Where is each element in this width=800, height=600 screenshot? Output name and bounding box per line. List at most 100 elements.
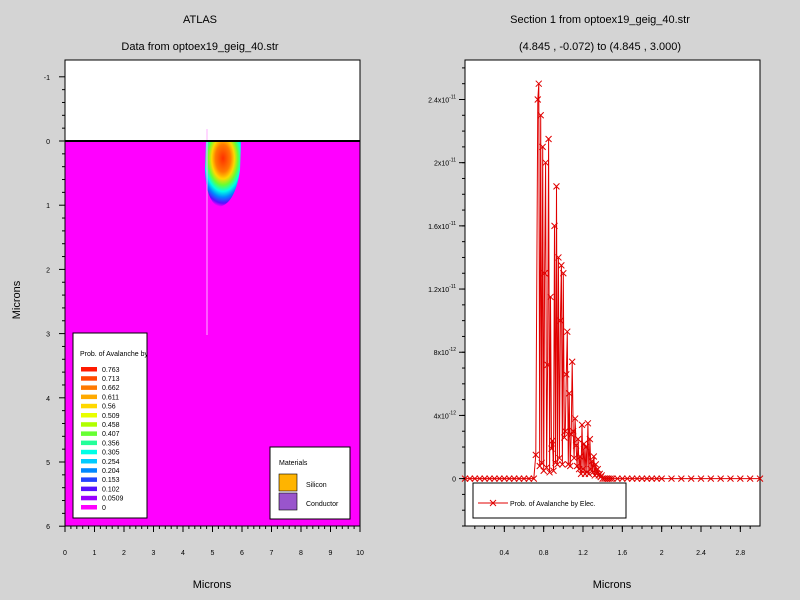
- chart-subtitle: (4.845 , -0.072) to (4.845 , 3.000): [519, 41, 681, 53]
- chart-data-point: [687, 475, 695, 482]
- chart-data-point: [588, 457, 596, 465]
- contour-legend-swatch: [81, 431, 97, 436]
- chart-data-point: [549, 437, 556, 445]
- left-x-tick-label: 8: [299, 550, 303, 557]
- chart-data-point: [618, 475, 626, 482]
- chart-data-point: [545, 135, 552, 143]
- contour-legend-value: 0.56: [102, 404, 116, 411]
- left-x-tick-label: 3: [152, 550, 156, 557]
- chart-x-tick-label: 0.8: [539, 550, 549, 557]
- chart-data-point: [569, 427, 577, 435]
- chart-data-point: [584, 419, 592, 427]
- chart-data-point: [571, 415, 579, 422]
- chart-data-point: [628, 475, 636, 482]
- left-y-tick-label: 5: [46, 460, 50, 467]
- contour-legend-value: 0.356: [102, 440, 120, 447]
- contour-legend-value: 0.102: [102, 486, 120, 493]
- chart-data-point: [559, 269, 567, 277]
- chart-legend-label: Prob. of Avalanche by Elec.: [510, 501, 596, 508]
- contour-legend-value: 0.509: [102, 413, 120, 420]
- chart-x-tick-label: 2: [660, 550, 664, 557]
- chart-data-point: [568, 358, 576, 366]
- chart-data-point: [633, 475, 641, 482]
- chart-data-point: [727, 475, 734, 482]
- chart-data-point: [515, 475, 523, 482]
- left-panel: ATLAS Data from optoex19_geig_40.str 0 1 2…: [11, 14, 364, 591]
- chart-series-line: [465, 83, 760, 480]
- chart-data-point: [697, 475, 705, 482]
- left-y-tick-label: 1: [46, 203, 50, 210]
- chart-data-point: [476, 475, 484, 482]
- contour-legend-value: 0: [102, 505, 106, 512]
- chart-data-point: [580, 440, 588, 448]
- chart-data-point: [565, 389, 573, 397]
- left-y-tick-label: 2: [46, 267, 50, 274]
- left-x-tick-label: 0: [63, 550, 67, 557]
- chart-data-point: [558, 461, 566, 468]
- chart-data-point: [563, 328, 571, 336]
- chart-data-point: [570, 454, 578, 462]
- chart-data-point: [491, 475, 498, 482]
- chart-legend-marker: [489, 499, 497, 507]
- chart-data-point: [548, 445, 555, 452]
- chart-data-point: [556, 454, 563, 462]
- chart-data-point: [542, 159, 549, 167]
- chart-data-point: [550, 467, 557, 475]
- chart-data-point: [585, 470, 593, 478]
- contour-legend-swatch: [81, 449, 97, 455]
- chart-data-point: [536, 462, 544, 470]
- chart-y-tick-label: 2x10-11: [434, 158, 456, 168]
- left-x-tick-label: 5: [211, 550, 215, 557]
- chart-data-point: [607, 475, 614, 482]
- chart-x-axis: 0.4 0.8 1.2 1.6 2 2.4 2.8: [474, 526, 751, 557]
- contour-legend-swatch: [81, 486, 97, 492]
- contour-legend-entries: 0.763 0.713 0.662 0.611 0.56 0.509 0.458 0.407 0…: [81, 367, 124, 512]
- chart-data-point: [466, 475, 474, 482]
- contour-legend-value: 0.662: [102, 385, 120, 392]
- contour-legend-swatch: [81, 440, 97, 446]
- left-y-tick-label: 4: [46, 396, 50, 403]
- chart-data-point: [614, 475, 621, 482]
- chart-y-tick-label: 4x10-12: [434, 410, 457, 420]
- chart-data-point: [555, 254, 562, 261]
- chart-data-point: [707, 475, 715, 482]
- chart-series-layer: [461, 80, 764, 482]
- chart-data-point: [648, 475, 656, 482]
- avalanche-hotspot: [205, 129, 241, 335]
- chart-data-point: [589, 468, 597, 476]
- chart-data-point: [551, 222, 558, 230]
- contour-legend-swatch: [81, 505, 97, 510]
- contour-legend-value: 0.305: [102, 450, 120, 457]
- chart-data-point: [520, 475, 528, 482]
- contour-legend-swatch: [81, 495, 97, 501]
- materials-legend: Materials Silicon Conductor: [269, 446, 351, 520]
- contour-legend-swatch: [81, 468, 97, 473]
- chart-data-point: [539, 143, 547, 151]
- chart-data-point: [567, 431, 575, 438]
- chart-x-tick-label: 1.6: [617, 550, 627, 557]
- contour-legend-title: Prob. of Avalanche by: [80, 351, 148, 358]
- chart-data-point: [574, 435, 582, 443]
- contour-legend-value: 0.0509: [102, 496, 124, 503]
- chart-data-point: [573, 462, 581, 470]
- material-swatch-conductor: [278, 492, 298, 511]
- chart-data-point: [717, 475, 725, 482]
- chart-data-point: [576, 453, 584, 460]
- chart-data-point: [582, 443, 590, 451]
- chart-data-point: [592, 461, 600, 468]
- chart-y-tick-label: 1.6x10-11: [428, 221, 456, 231]
- chart-data-point: [623, 475, 631, 482]
- left-x-axis: 0 1 2 3 4 5 6 7 8 9 10: [63, 526, 364, 557]
- contour-legend-value: 0.153: [102, 477, 120, 484]
- contour-legend-swatch: [81, 394, 97, 400]
- chart-data-point: [553, 183, 560, 190]
- chart-data-point: [535, 80, 543, 88]
- material-label-silicon: Silicon: [306, 482, 327, 489]
- chart-x-tick-label: 1.2: [578, 550, 588, 557]
- chart-data-point: [677, 475, 685, 482]
- chart-data-point: [546, 468, 553, 476]
- chart-data-point: [746, 475, 754, 482]
- chart-y-axis: 0 4x10-12 8x10-12 1.2x10-11 1.6x10-11 2x10-11…: [428, 67, 465, 527]
- left-x-tick-label: 9: [329, 550, 333, 557]
